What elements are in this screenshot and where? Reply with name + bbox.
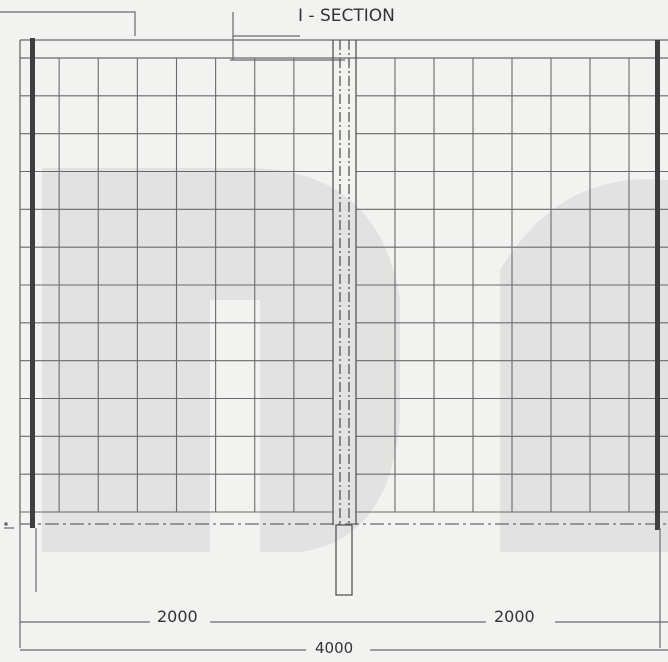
dimension-left: 2000 [153, 609, 202, 625]
mesh-grid [20, 58, 668, 513]
watermark [42, 168, 668, 552]
dimension-right: 2000 [490, 609, 539, 625]
end-posts [30, 38, 660, 530]
section-title: I - SECTION [294, 8, 399, 25]
dimension-lines [20, 621, 668, 651]
ground-extensions [4, 522, 661, 648]
center-post [332, 40, 357, 596]
grid-frame [19, 39, 668, 525]
dimension-total: 4000 [311, 641, 358, 656]
